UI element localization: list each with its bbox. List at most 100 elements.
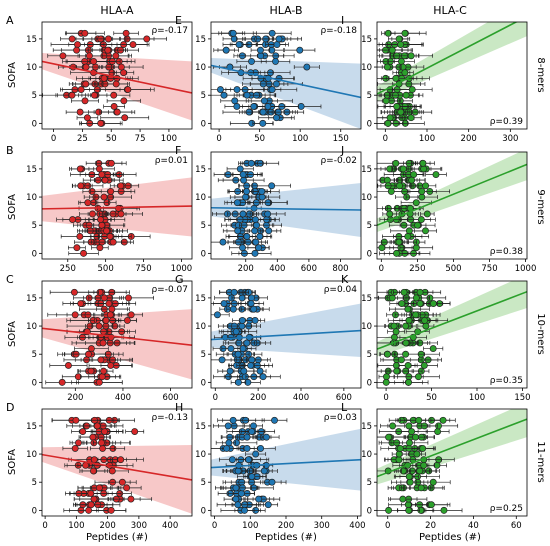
plot-area bbox=[211, 159, 361, 257]
y-tick-label: 10 bbox=[26, 322, 37, 332]
data-point bbox=[417, 484, 425, 492]
data-point bbox=[218, 356, 226, 364]
data-point bbox=[77, 86, 85, 94]
data-point bbox=[233, 103, 241, 110]
data-point bbox=[404, 501, 412, 509]
x-tick-label: 250 bbox=[409, 264, 425, 274]
data-point bbox=[250, 305, 258, 313]
data-point bbox=[402, 322, 410, 330]
data-point bbox=[71, 311, 79, 319]
data-point bbox=[101, 176, 109, 184]
data-point bbox=[90, 91, 98, 99]
x-axis-label-hla-a: Peptides (#) bbox=[86, 532, 148, 543]
data-point bbox=[383, 63, 391, 71]
data-point bbox=[400, 288, 408, 296]
data-point bbox=[234, 467, 242, 475]
y-tick-label: 10 bbox=[195, 322, 206, 332]
x-tick-label: 200 bbox=[461, 134, 477, 144]
data-point bbox=[410, 171, 418, 178]
data-point bbox=[240, 367, 248, 375]
data-point bbox=[247, 362, 255, 369]
rho-label: ρ=0.04 bbox=[324, 285, 358, 295]
rho-label: ρ=0.03 bbox=[324, 413, 357, 423]
regression-line bbox=[211, 329, 361, 341]
data-point bbox=[242, 193, 249, 201]
x-tick-label: 0 bbox=[379, 264, 384, 274]
y-tick-label: 0 bbox=[32, 506, 37, 516]
data-point bbox=[260, 97, 268, 105]
data-point bbox=[236, 165, 244, 173]
data-point bbox=[117, 63, 125, 71]
data-point bbox=[243, 444, 251, 452]
data-point bbox=[105, 300, 113, 307]
data-point bbox=[100, 193, 108, 201]
data-point bbox=[100, 367, 107, 375]
data-point bbox=[420, 461, 428, 469]
data-point bbox=[398, 300, 406, 307]
regression-line bbox=[211, 64, 361, 99]
panel-d: 0 5 10 15 0 100 200 300 400 ρ=-0.13 D bbox=[6, 401, 193, 531]
data-point bbox=[399, 495, 407, 503]
panel-h: 0 5 10 15 0 100 200 300 400 ρ=0.03 H bbox=[175, 401, 366, 531]
data-point bbox=[85, 52, 93, 60]
y-tick-label: 10 bbox=[195, 63, 206, 73]
data-point bbox=[90, 456, 98, 464]
regression-line bbox=[42, 60, 192, 94]
data-point bbox=[131, 428, 139, 435]
data-point bbox=[64, 362, 72, 369]
data-point bbox=[224, 422, 232, 430]
data-point bbox=[250, 103, 258, 110]
y-tick-label: 0 bbox=[201, 506, 206, 516]
data-point bbox=[74, 41, 81, 48]
regression-line bbox=[377, 418, 527, 478]
data-point bbox=[248, 57, 255, 65]
panel-letter: B bbox=[6, 144, 14, 157]
data-point bbox=[245, 456, 252, 464]
x-tick-label: 75 bbox=[135, 134, 146, 144]
data-point bbox=[429, 478, 437, 486]
confidence-band bbox=[377, 281, 527, 357]
data-point bbox=[408, 86, 416, 94]
data-point bbox=[404, 305, 412, 313]
data-point bbox=[253, 221, 261, 229]
data-point bbox=[388, 294, 396, 302]
panel-letter: G bbox=[175, 273, 184, 286]
data-point bbox=[296, 46, 304, 54]
data-point bbox=[417, 216, 425, 224]
panel-letter: C bbox=[6, 273, 14, 286]
data-point bbox=[113, 108, 121, 116]
data-point bbox=[399, 165, 407, 173]
x-axis-label-hla-c: Peptides (#) bbox=[419, 532, 481, 543]
data-point bbox=[412, 244, 420, 252]
data-point bbox=[99, 339, 107, 347]
rho-label: ρ=-0.13 bbox=[151, 413, 188, 423]
data-point bbox=[427, 501, 435, 509]
data-point bbox=[108, 467, 116, 475]
x-tick-label: 150 bbox=[514, 393, 530, 403]
data-point bbox=[390, 322, 398, 330]
panel-b: 0 5 10 15 250 500 750 1000 ρ=0.01 B bbox=[6, 144, 193, 274]
data-point bbox=[234, 501, 242, 509]
panel-letter: A bbox=[6, 14, 14, 27]
data-point bbox=[220, 300, 228, 307]
data-point bbox=[422, 322, 430, 330]
data-point bbox=[264, 103, 272, 110]
data-point bbox=[419, 444, 427, 452]
row-label-9-mers: 9-mers bbox=[535, 189, 546, 224]
y-tick-label: 0 bbox=[367, 119, 372, 129]
data-point bbox=[247, 300, 255, 307]
data-point bbox=[234, 378, 242, 386]
axes-frame bbox=[376, 280, 528, 389]
x-tick-label: 400 bbox=[293, 393, 309, 403]
y-tick-label: 5 bbox=[367, 91, 372, 101]
data-point bbox=[251, 227, 259, 235]
data-point bbox=[81, 29, 89, 37]
y-tick-label: 15 bbox=[195, 35, 206, 45]
data-point bbox=[390, 333, 398, 341]
data-point bbox=[93, 422, 101, 430]
panel-j: 0 5 10 15 0 250 500 750 1000 ρ=0.38 J bbox=[340, 144, 536, 274]
data-point bbox=[243, 91, 251, 99]
data-point bbox=[243, 233, 251, 240]
